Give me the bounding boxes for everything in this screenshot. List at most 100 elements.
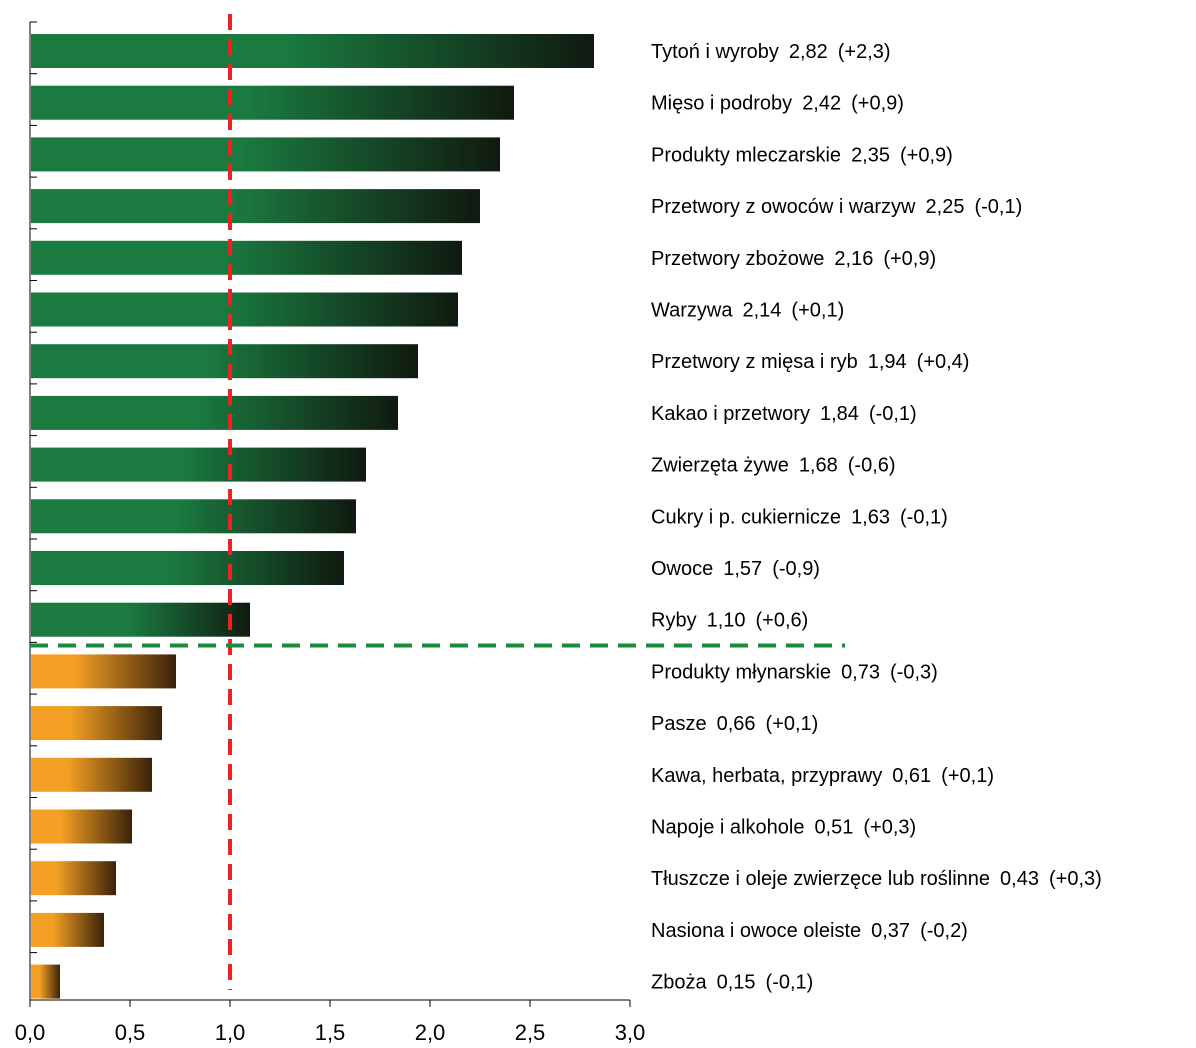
data-label-change: (+0,3)	[1049, 868, 1102, 890]
category-name: Przetwory zbożowe	[651, 248, 824, 270]
data-label-value: 1,84	[820, 403, 859, 425]
bar-9	[31, 499, 356, 534]
data-label-change: (+0,6)	[756, 610, 809, 632]
data-label-value: 2,16	[834, 248, 873, 270]
category-label-16: Tłuszcze i oleje zwierzęce lub roślinne 0…	[651, 868, 1102, 890]
category-label-15: Napoje i alkohole 0,51 (+0,3)	[651, 817, 916, 839]
x-tick-label: 2,0	[415, 1020, 446, 1045]
bar-3	[31, 189, 480, 224]
category-name: Napoje i alkohole	[651, 817, 804, 839]
data-label-change: (-0,1)	[900, 506, 948, 528]
category-label-7: Kakao i przetwory 1,84 (-0,1)	[651, 403, 917, 425]
bar-0	[31, 34, 594, 68]
data-label-value: 0,61	[892, 765, 931, 787]
category-label-11: Ryby 1,10 (+0,6)	[651, 610, 808, 632]
data-label-change: (+0,1)	[941, 765, 994, 787]
data-label-value: 0,51	[814, 817, 853, 839]
category-label-10: Owoce 1,57 (-0,9)	[651, 558, 820, 580]
x-tick-label: 1,5	[315, 1020, 346, 1045]
category-name: Cukry i p. cukiernicze	[651, 506, 841, 528]
data-label-change: (+2,3)	[838, 41, 891, 63]
data-label-change: (-0,1)	[869, 403, 917, 425]
bar-17	[31, 912, 104, 947]
category-label-8: Zwierzęta żywe 1,68 (-0,6)	[651, 455, 896, 477]
x-tick-label: 3,0	[615, 1020, 646, 1045]
bar-4	[31, 240, 462, 275]
data-label-change: (+0,1)	[791, 300, 844, 322]
data-label-change: (-0,6)	[848, 455, 896, 477]
data-label-change: (+0,9)	[851, 93, 904, 115]
category-label-5: Warzywa 2,14 (+0,1)	[651, 300, 844, 322]
data-label-change: (+0,1)	[766, 713, 819, 735]
category-label-14: Kawa, herbata, przyprawy 0,61 (+0,1)	[651, 765, 994, 787]
bar-14	[31, 757, 152, 792]
bar-13	[31, 706, 162, 741]
category-name: Kawa, herbata, przyprawy	[651, 765, 882, 787]
data-label-value: 1,10	[707, 610, 746, 632]
category-name: Zwierzęta żywe	[651, 455, 789, 477]
data-label-value: 0,37	[871, 920, 910, 942]
category-name: Nasiona i owoce oleiste	[651, 920, 861, 942]
x-tick-label: 0,5	[115, 1020, 146, 1045]
bars-layer	[31, 34, 594, 999]
category-name: Przetwory z mięsa i ryb	[651, 351, 858, 373]
category-name: Kakao i przetwory	[651, 403, 810, 425]
category-label-1: Mięso i podroby 2,42 (+0,9)	[651, 93, 904, 115]
data-label-value: 0,66	[717, 713, 756, 735]
bar-2	[31, 137, 500, 172]
data-label-change: (-0,3)	[890, 661, 938, 683]
data-label-change: (-0,1)	[766, 972, 814, 994]
data-label-value: 2,35	[851, 144, 890, 166]
category-name: Produkty młynarskie	[651, 661, 831, 683]
bar-5	[31, 292, 458, 327]
category-label-6: Przetwory z mięsa i ryb 1,94 (+0,4)	[651, 351, 969, 373]
bar-12	[31, 654, 176, 689]
data-label-change: (+0,9)	[883, 248, 936, 270]
data-label-value: 1,63	[851, 506, 890, 528]
data-label-change: (-0,2)	[920, 920, 968, 942]
data-label-value: 1,68	[799, 455, 838, 477]
data-label-value: 1,94	[868, 351, 907, 373]
data-label-value: 2,25	[926, 196, 965, 218]
data-label-value: 1,57	[723, 558, 762, 580]
axes-layer: 0,0 0,5 1,0 1,5 2,0 2,5 3,0	[15, 21, 646, 1045]
data-label-change: (-0,1)	[974, 196, 1022, 218]
x-tick-label: 0,0	[15, 1020, 46, 1045]
category-name: Owoce	[651, 558, 713, 580]
data-label-value: 0,15	[717, 972, 756, 994]
bar-6	[31, 344, 418, 379]
category-name: Warzywa	[651, 300, 733, 322]
data-label-change: (+0,4)	[917, 351, 970, 373]
category-label-3: Przetwory z owoców i warzyw 2,25 (-0,1)	[651, 196, 1022, 218]
bar-8	[31, 447, 366, 482]
bar-15	[31, 809, 132, 844]
bar-16	[31, 861, 116, 896]
category-label-18: Zboża 0,15 (-0,1)	[651, 972, 813, 994]
x-tick-label: 2,5	[515, 1020, 546, 1045]
data-label-value: 0,43	[1000, 868, 1039, 890]
data-label-value: 2,14	[742, 300, 781, 322]
data-label-value: 2,82	[789, 41, 828, 63]
bar-1	[31, 85, 514, 120]
data-label-change: (+0,9)	[900, 144, 953, 166]
category-name: Pasze	[651, 713, 707, 735]
data-label-change: (-0,9)	[772, 558, 820, 580]
category-label-4: Przetwory zbożowe 2,16 (+0,9)	[651, 248, 936, 270]
category-name: Produkty mleczarskie	[651, 144, 841, 166]
category-label-13: Pasze 0,66 (+0,1)	[651, 713, 818, 735]
category-name: Przetwory z owoców i warzyw	[651, 196, 916, 218]
reference-lines-layer	[30, 14, 845, 990]
data-label-value: 0,73	[841, 661, 880, 683]
category-label-12: Produkty młynarskie 0,73 (-0,3)	[651, 661, 938, 683]
x-tick-label: 1,0	[215, 1020, 246, 1045]
category-name: Ryby	[651, 610, 697, 632]
category-name: Tytoń i wyroby	[651, 41, 779, 63]
category-label-17: Nasiona i owoce oleiste 0,37 (-0,2)	[651, 920, 968, 942]
bar-11	[31, 602, 250, 637]
category-label-2: Produkty mleczarskie 2,35 (+0,9)	[651, 144, 953, 166]
category-name: Zboża	[651, 972, 707, 994]
bar-7	[31, 395, 398, 430]
category-name: Tłuszcze i oleje zwierzęce lub roślinne	[651, 868, 990, 890]
data-label-value: 2,42	[802, 93, 841, 115]
